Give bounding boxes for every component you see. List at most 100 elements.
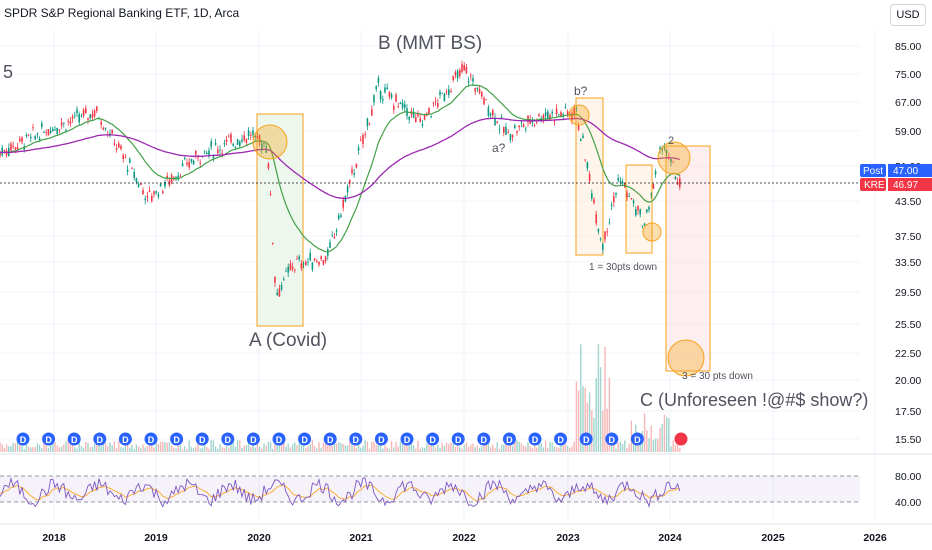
dividend-marker[interactable]: D bbox=[67, 432, 81, 446]
candle-body bbox=[69, 121, 72, 124]
candle bbox=[203, 150, 206, 155]
candle bbox=[417, 110, 419, 118]
candle-body bbox=[85, 108, 87, 113]
rsi-tick-label: 80.00 bbox=[895, 471, 921, 483]
candle bbox=[318, 261, 320, 268]
moving-averages bbox=[0, 84, 680, 253]
volume-bar bbox=[184, 446, 186, 452]
volume-bar bbox=[569, 447, 571, 452]
candle-body bbox=[626, 192, 628, 198]
candle bbox=[511, 134, 514, 142]
dividend-letter: D bbox=[532, 435, 539, 445]
dividend-marker[interactable]: D bbox=[195, 432, 209, 446]
volume-bar bbox=[195, 447, 197, 452]
dividend-marker[interactable]: D bbox=[221, 432, 235, 446]
dividend-letter: D bbox=[429, 435, 436, 445]
volume-bar bbox=[670, 446, 672, 452]
post-tag-box bbox=[860, 164, 886, 177]
volume-bar bbox=[12, 442, 14, 452]
dividend-marker[interactable]: D bbox=[374, 432, 388, 446]
candle bbox=[639, 208, 641, 218]
volume-bar bbox=[663, 414, 666, 452]
volume-bar bbox=[32, 447, 34, 452]
volume-bar bbox=[335, 443, 338, 452]
candle-body bbox=[3, 150, 6, 152]
dividend-icon bbox=[349, 432, 363, 446]
dividend-marker[interactable]: D bbox=[16, 432, 30, 446]
candle bbox=[507, 129, 509, 134]
dividend-marker[interactable]: D bbox=[170, 432, 184, 446]
candle-body bbox=[100, 121, 102, 125]
dividend-marker[interactable]: D bbox=[42, 432, 56, 446]
candle-body bbox=[399, 102, 402, 105]
wave-3-box bbox=[665, 145, 711, 372]
volume-bar bbox=[300, 444, 303, 452]
volume-bar bbox=[514, 440, 516, 452]
volume-bar bbox=[43, 441, 45, 452]
dividend-marker[interactable]: D bbox=[477, 432, 491, 446]
dividend-marker[interactable]: D bbox=[528, 432, 542, 446]
candle-body bbox=[219, 149, 221, 151]
dividend-marker[interactable]: D bbox=[93, 432, 107, 446]
volume-bar bbox=[320, 447, 322, 452]
dividend-marker[interactable]: D bbox=[554, 432, 568, 446]
volume-bar bbox=[659, 428, 661, 452]
volume-bar bbox=[562, 440, 564, 452]
candle-body bbox=[648, 207, 650, 210]
annotation-note-3: 3 = 30 pts down bbox=[682, 371, 753, 382]
dividend-marker[interactable]: D bbox=[298, 432, 312, 446]
dividend-marker[interactable]: D bbox=[144, 432, 158, 446]
candle bbox=[155, 190, 157, 195]
candle-body bbox=[518, 125, 520, 128]
volume-bar bbox=[102, 442, 105, 452]
dividend-marker[interactable]: D bbox=[272, 432, 286, 446]
candle-body bbox=[558, 114, 560, 116]
dividend-marker[interactable]: D bbox=[502, 432, 516, 446]
dividend-marker[interactable]: D bbox=[579, 432, 593, 446]
volume-bar bbox=[208, 448, 210, 452]
volume-bar bbox=[327, 441, 329, 452]
candle-body bbox=[461, 64, 463, 73]
candle-body bbox=[401, 102, 404, 108]
volume-bar bbox=[408, 440, 410, 452]
dividend-letter: D bbox=[276, 435, 283, 445]
price-tick-label: 85.00 bbox=[895, 41, 921, 53]
dividend-marker[interactable]: D bbox=[246, 432, 260, 446]
dividend-marker[interactable]: D bbox=[426, 432, 440, 446]
year-tick-label: 2023 bbox=[556, 532, 580, 544]
currency-button[interactable]: USD bbox=[890, 4, 926, 26]
dividend-marker[interactable]: D bbox=[323, 432, 337, 446]
candle bbox=[181, 160, 184, 167]
volume-bar bbox=[393, 447, 395, 452]
volume-bar bbox=[107, 446, 109, 452]
volume-bar bbox=[298, 442, 300, 452]
volume-bar bbox=[78, 441, 80, 452]
candle bbox=[162, 189, 164, 194]
dividend-marker[interactable]: D bbox=[349, 432, 363, 446]
volume-bar bbox=[586, 402, 589, 452]
post-value-box bbox=[888, 164, 932, 177]
dividend-marker[interactable]: D bbox=[451, 432, 465, 446]
volume-bar bbox=[349, 440, 351, 452]
volume-bar bbox=[518, 441, 520, 452]
volume-bar bbox=[353, 445, 355, 452]
candle-body bbox=[247, 130, 250, 136]
dividend-icon bbox=[502, 432, 516, 446]
candle bbox=[285, 267, 287, 272]
candle-body bbox=[263, 142, 265, 145]
dividend-marker[interactable]: D bbox=[118, 432, 132, 446]
candle-body bbox=[192, 160, 195, 165]
candle-body bbox=[232, 143, 234, 146]
dividend-marker[interactable]: D bbox=[630, 432, 644, 446]
candle-body bbox=[316, 261, 318, 262]
volume-bar bbox=[588, 392, 591, 452]
dividend-marker[interactable]: D bbox=[605, 432, 619, 446]
candle-body bbox=[520, 122, 523, 124]
volume-bar bbox=[597, 343, 600, 452]
candle bbox=[232, 142, 234, 147]
candle-body bbox=[459, 69, 461, 76]
dividend-marker[interactable]: D bbox=[400, 432, 414, 446]
candle bbox=[641, 225, 644, 229]
